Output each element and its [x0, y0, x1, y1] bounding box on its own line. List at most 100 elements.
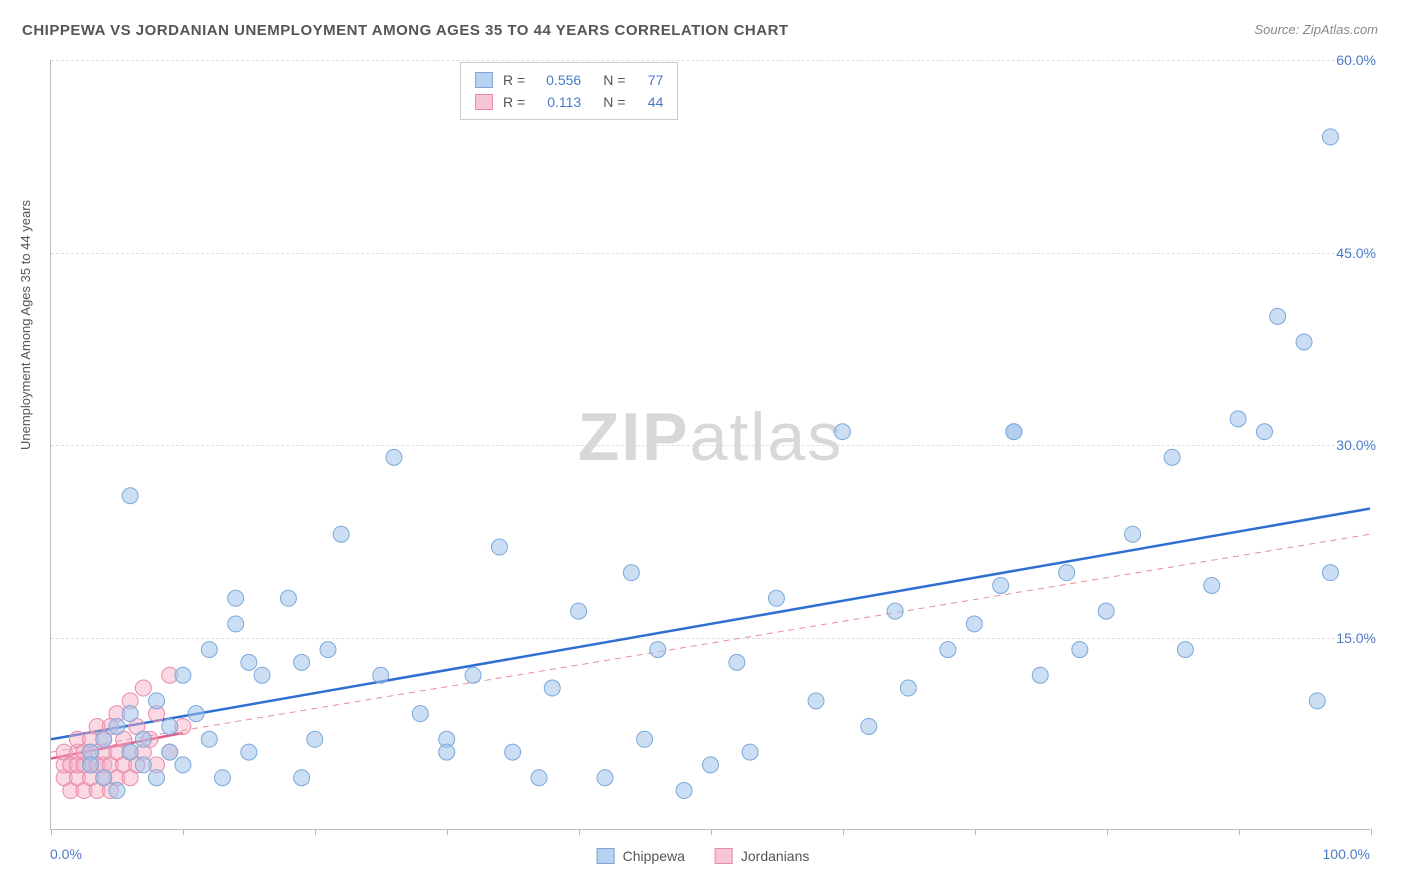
x-tick — [183, 829, 184, 835]
data-point — [188, 706, 204, 722]
data-point — [834, 424, 850, 440]
data-point — [149, 693, 165, 709]
data-point — [96, 731, 112, 747]
data-point — [887, 603, 903, 619]
data-point — [83, 757, 99, 773]
data-point — [1322, 565, 1338, 581]
data-point — [201, 642, 217, 658]
plot-svg — [51, 60, 1370, 829]
data-point — [294, 770, 310, 786]
x-tick-max: 100.0% — [1323, 846, 1370, 862]
x-tick — [579, 829, 580, 835]
data-point — [386, 449, 402, 465]
data-point — [1177, 642, 1193, 658]
legend-swatch-pink — [715, 848, 733, 864]
x-tick — [315, 829, 316, 835]
bottom-legend: Chippewa Jordanians — [597, 848, 810, 864]
data-point — [966, 616, 982, 632]
data-point — [768, 590, 784, 606]
legend-swatch-blue — [597, 848, 615, 864]
data-point — [1309, 693, 1325, 709]
x-tick — [1371, 829, 1372, 835]
data-point — [373, 667, 389, 683]
data-point — [940, 642, 956, 658]
data-point — [280, 590, 296, 606]
data-point — [214, 770, 230, 786]
data-point — [320, 642, 336, 658]
source-attribution: Source: ZipAtlas.com — [1254, 22, 1378, 37]
data-point — [228, 590, 244, 606]
data-point — [465, 667, 481, 683]
legend-label-chippewa: Chippewa — [623, 848, 685, 864]
data-point — [571, 603, 587, 619]
data-point — [109, 783, 125, 799]
data-point — [544, 680, 560, 696]
data-point — [1125, 526, 1141, 542]
data-point — [201, 731, 217, 747]
legend-item-jordanians: Jordanians — [715, 848, 810, 864]
data-point — [149, 770, 165, 786]
data-point — [109, 718, 125, 734]
data-point — [1164, 449, 1180, 465]
x-tick — [975, 829, 976, 835]
data-point — [122, 744, 138, 760]
data-point — [505, 744, 521, 760]
data-point — [122, 488, 138, 504]
data-point — [175, 667, 191, 683]
data-point — [162, 744, 178, 760]
data-point — [729, 654, 745, 670]
data-point — [993, 577, 1009, 593]
data-point — [623, 565, 639, 581]
data-point — [1098, 603, 1114, 619]
x-tick — [843, 829, 844, 835]
data-point — [135, 731, 151, 747]
x-tick — [1107, 829, 1108, 835]
data-point — [597, 770, 613, 786]
data-point — [175, 757, 191, 773]
data-point — [228, 616, 244, 632]
data-point — [1296, 334, 1312, 350]
data-point — [1270, 308, 1286, 324]
data-point — [294, 654, 310, 670]
data-point — [808, 693, 824, 709]
data-point — [135, 757, 151, 773]
chart-title: CHIPPEWA VS JORDANIAN UNEMPLOYMENT AMONG… — [22, 22, 789, 39]
data-point — [122, 706, 138, 722]
legend-label-jordanians: Jordanians — [741, 848, 810, 864]
data-point — [162, 718, 178, 734]
data-point — [650, 642, 666, 658]
data-point — [742, 744, 758, 760]
data-point — [1006, 424, 1022, 440]
data-point — [703, 757, 719, 773]
data-point — [333, 526, 349, 542]
data-point — [1204, 577, 1220, 593]
trendline — [51, 509, 1370, 740]
data-point — [637, 731, 653, 747]
data-point — [531, 770, 547, 786]
data-point — [96, 770, 112, 786]
data-point — [1059, 565, 1075, 581]
data-point — [1256, 424, 1272, 440]
data-point — [1322, 129, 1338, 145]
plot-area: ZIPatlas — [50, 60, 1370, 830]
data-point — [241, 654, 257, 670]
data-point — [412, 706, 428, 722]
x-tick — [1239, 829, 1240, 835]
data-point — [861, 718, 877, 734]
data-point — [900, 680, 916, 696]
x-tick-min: 0.0% — [50, 846, 82, 862]
data-point — [241, 744, 257, 760]
x-tick — [447, 829, 448, 835]
data-point — [439, 744, 455, 760]
data-point — [135, 680, 151, 696]
data-point — [254, 667, 270, 683]
data-point — [1032, 667, 1048, 683]
legend-item-chippewa: Chippewa — [597, 848, 685, 864]
x-tick — [711, 829, 712, 835]
data-point — [307, 731, 323, 747]
data-point — [1230, 411, 1246, 427]
data-point — [676, 783, 692, 799]
data-point — [1072, 642, 1088, 658]
y-axis-label: Unemployment Among Ages 35 to 44 years — [18, 200, 33, 450]
x-tick — [51, 829, 52, 835]
